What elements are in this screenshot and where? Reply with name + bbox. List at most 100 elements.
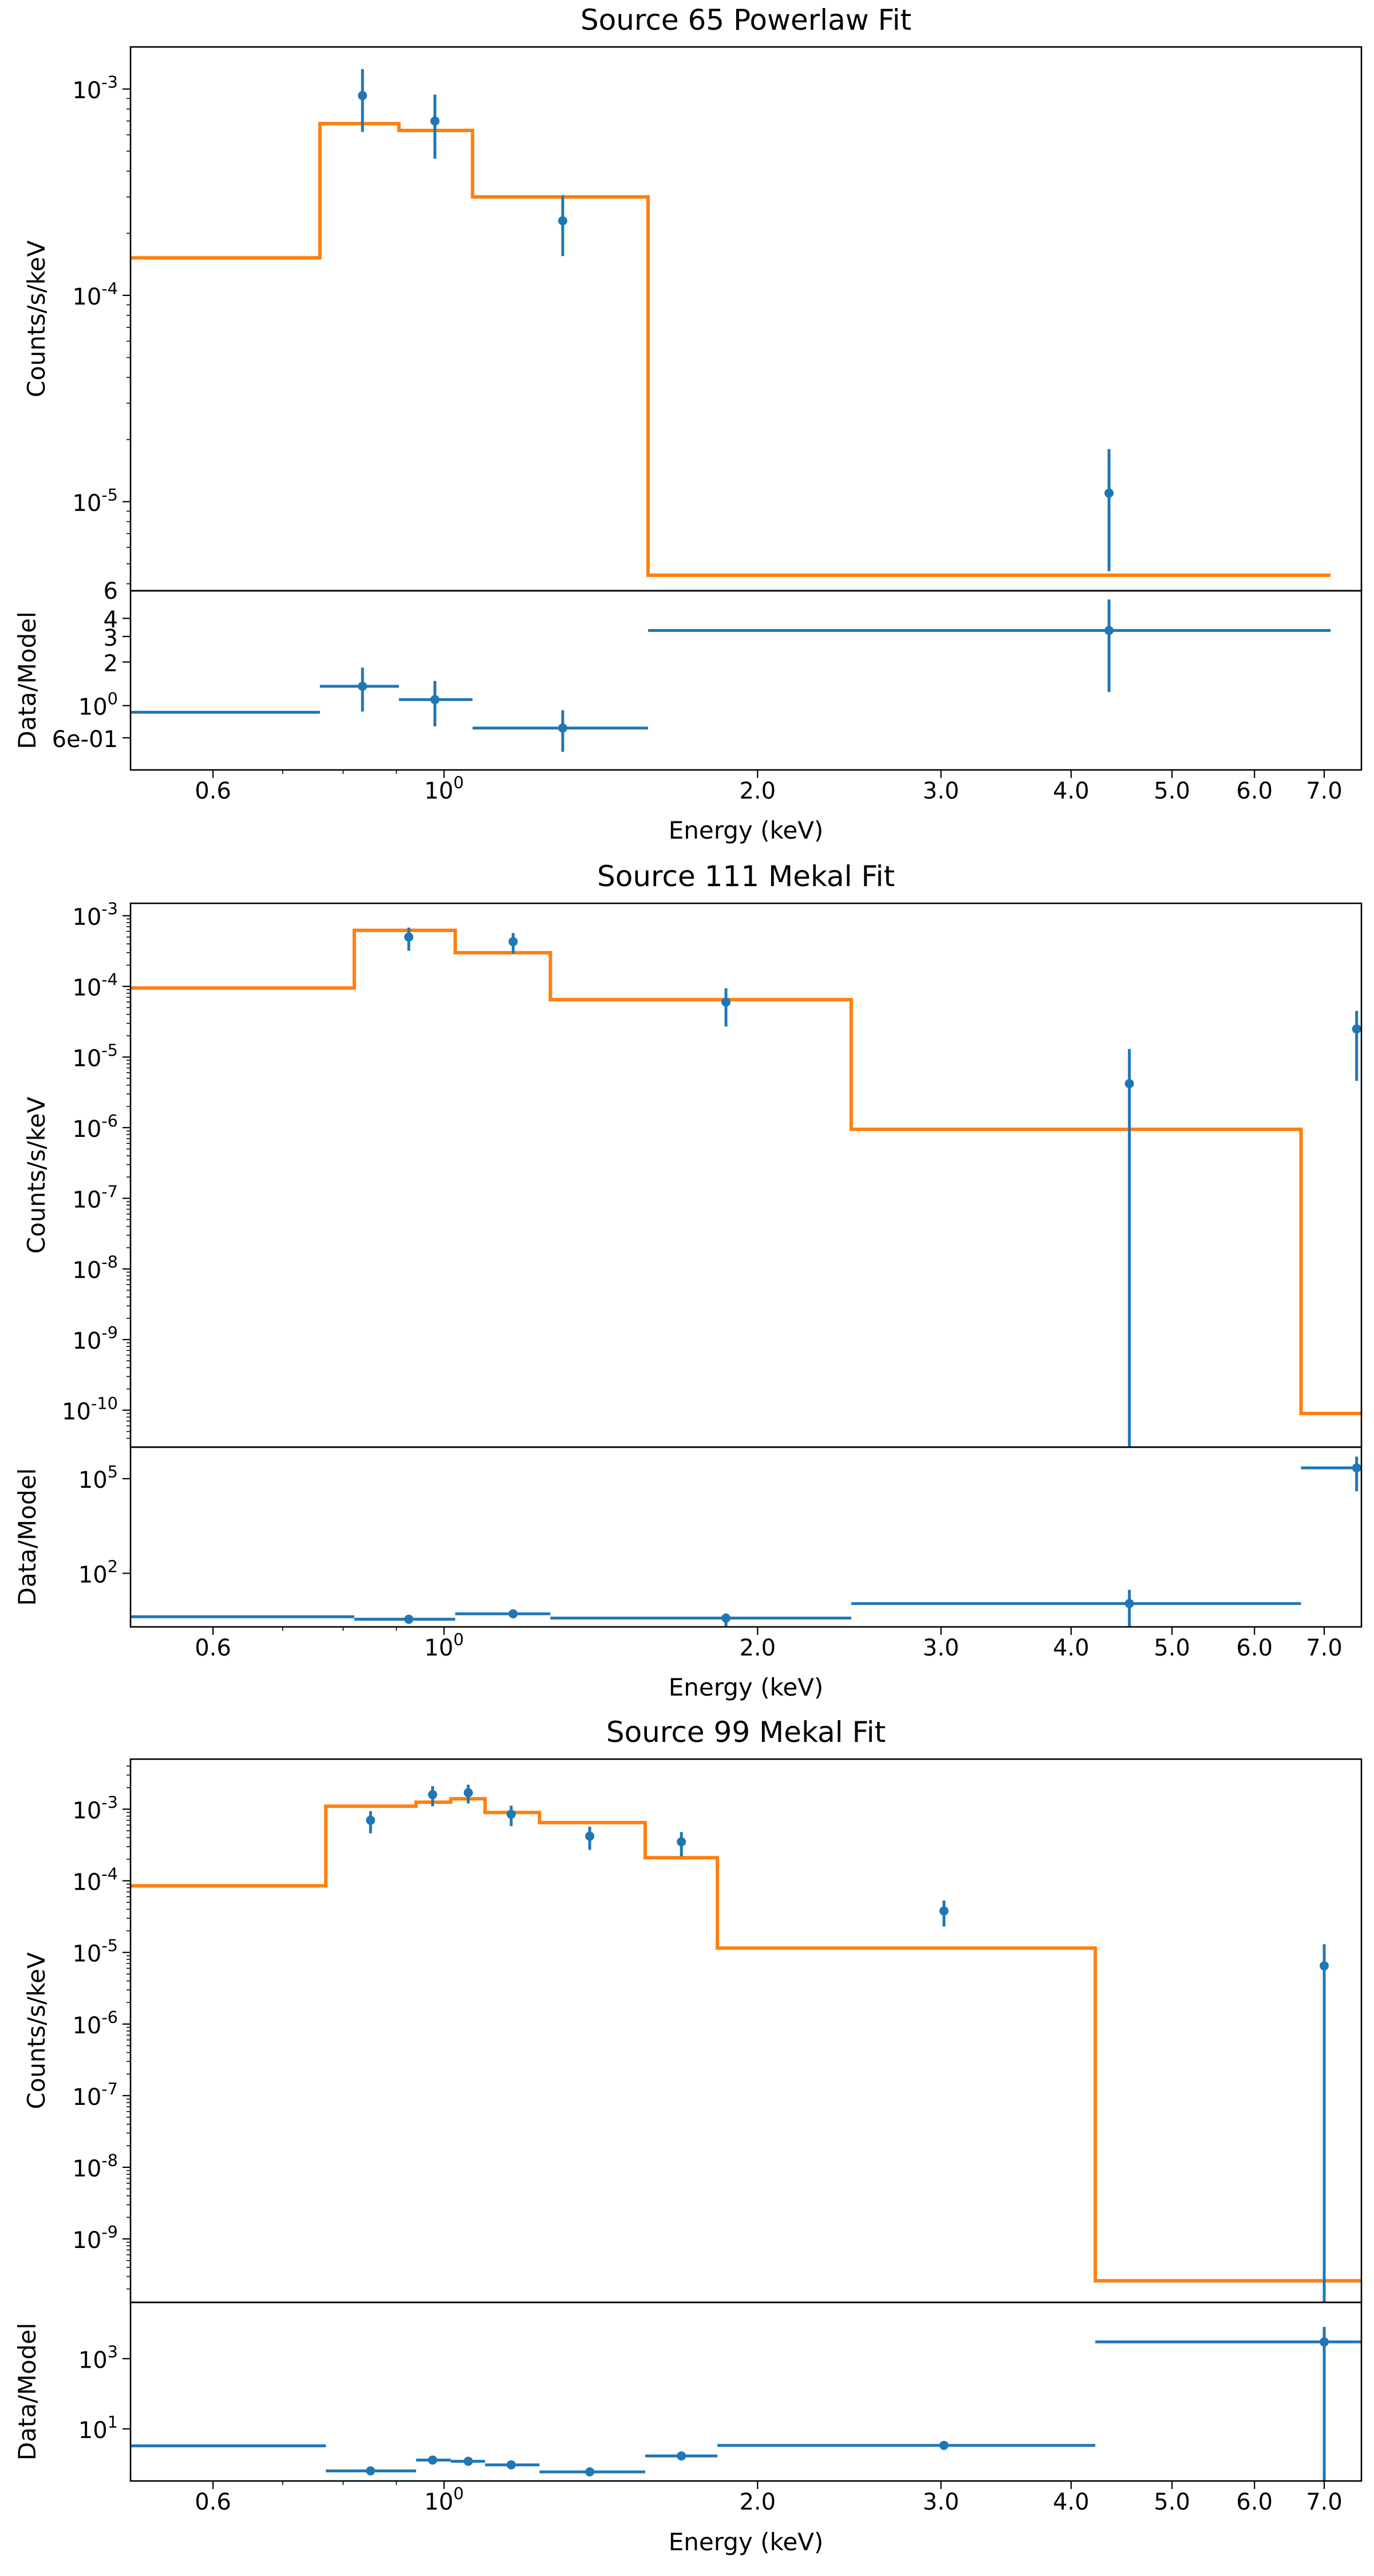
main-axes-frame (129, 902, 1363, 1448)
x-tick-label: 4.0 (1053, 2489, 1089, 2515)
x-tick-label: 3.0 (923, 778, 960, 804)
y-tick-label: 6 (104, 578, 118, 605)
y-tick-label: 10-6 (72, 2008, 118, 2039)
x-tick-label: 5.0 (1154, 2489, 1190, 2515)
ratio-point (1104, 626, 1114, 635)
ratio-point (585, 2467, 595, 2477)
y-tick-label: 10-4 (72, 279, 118, 310)
data-point (508, 937, 518, 946)
model-step-line (131, 929, 1361, 1416)
x-tick-label: 100 (424, 1630, 464, 1661)
ratio-point (430, 695, 440, 705)
y-tick-label: 10-3 (72, 1792, 118, 1824)
chart-title: Source 99 Mekal Fit (606, 1716, 886, 1749)
ratio-point (428, 2455, 437, 2465)
y-tick-label: 10-8 (72, 1253, 118, 1284)
y-tick-label: 10-8 (72, 2151, 118, 2182)
data-point (677, 1837, 686, 1847)
x-tick-label: 3.0 (923, 2489, 960, 2515)
main-axes-frame (129, 1758, 1363, 2304)
x-tick-label: 4.0 (1053, 1635, 1089, 1661)
ratio-point (506, 2460, 516, 2470)
y-tick-label: 10-3 (72, 73, 118, 104)
ratio-axis-label: Data/Model (13, 611, 41, 749)
data-point (1124, 1079, 1134, 1089)
main-plot-area (131, 69, 1331, 577)
data-point (463, 1788, 473, 1797)
data-point (428, 1789, 437, 1799)
model-step-line (131, 121, 1331, 577)
ratio-axes-frame (129, 1446, 1363, 1628)
data-point (721, 997, 731, 1007)
ratio-axis-label: Data/Model (13, 1468, 41, 1606)
ratio-y-tick-label: 6e-01 (52, 726, 118, 753)
x-tick-label: 7.0 (1306, 2489, 1343, 2515)
ratio-point (404, 1614, 414, 1624)
main-plot-area (131, 927, 1361, 1447)
x-tick-label: 3.0 (923, 1635, 960, 1661)
chart-1: Source 65 Powerlaw Fit 10-3 10-4 10-5 6 6e-01… (13, 3, 1363, 844)
data-point (430, 116, 440, 126)
ratio-plot-area (131, 599, 1331, 752)
chart-title: Source 65 Powerlaw Fit (581, 3, 911, 37)
y-tick-label: 10-10 (62, 1393, 118, 1425)
y-tick-label: 10-4 (72, 970, 118, 1001)
y-axis-label: Counts/s/keV (22, 1097, 50, 1254)
ratio-y-tick-label: 4 (104, 607, 118, 633)
ratio-y-tick-label: 100 (78, 689, 118, 721)
chart-2: Source 111 Mekal Fit 10-3 10-4 10-5 10-6 10-7… (13, 860, 1363, 1701)
ratio-y-tick-label: 101 (78, 2412, 118, 2444)
y-tick-label: 10-6 (72, 1111, 118, 1143)
x-tick-label: 2.0 (739, 778, 776, 804)
y-axis-label: Counts/s/keV (22, 240, 50, 397)
model-step-line (131, 1797, 1361, 2283)
y-tick-label: 10-3 (72, 899, 118, 931)
x-tick-label: 100 (424, 773, 464, 804)
ratio-y-tick-label: 103 (78, 2342, 118, 2373)
x-tick-label: 6.0 (1236, 778, 1273, 804)
x-tick-label: 5.0 (1154, 1635, 1190, 1661)
x-tick-label: 0.6 (195, 778, 231, 804)
ratio-plot-area (131, 1456, 1361, 1627)
x-tick-label: 2.0 (739, 2489, 776, 2515)
y-tick-label: 10-5 (72, 485, 118, 516)
x-tick-label: 6.0 (1236, 1635, 1273, 1661)
chart-title: Source 111 Mekal Fit (597, 860, 895, 893)
data-point (506, 1809, 516, 1819)
x-axis-label: Energy (keV) (669, 816, 824, 844)
x-axis-label: Energy (keV) (669, 2528, 824, 2556)
data-point (366, 1815, 376, 1825)
data-point (358, 90, 368, 100)
y-tick-label: 10-7 (72, 1182, 118, 1213)
ratio-point (366, 2466, 376, 2476)
ratio-y-tick-label: 105 (78, 1462, 118, 1494)
ratio-axes-frame (129, 2301, 1363, 2482)
main-axes-frame (129, 46, 1363, 592)
y-tick-label: 10-7 (72, 2079, 118, 2111)
ratio-point (1124, 1599, 1134, 1609)
x-tick-label: 100 (424, 2484, 464, 2515)
ratio-point (1320, 2337, 1329, 2347)
main-plot-area (131, 1784, 1361, 2302)
ratio-point (721, 1613, 731, 1623)
ratio-y-tick-label: 102 (78, 1556, 118, 1588)
x-tick-label: 0.6 (195, 2489, 231, 2515)
x-tick-label: 7.0 (1306, 778, 1343, 804)
ratio-y-tick-label: 2 (104, 650, 118, 677)
y-tick-label: 10-5 (72, 1936, 118, 1967)
ratio-axes-frame (129, 590, 1363, 771)
data-point (1352, 1024, 1361, 1034)
x-tick-label: 4.0 (1053, 778, 1089, 804)
ratio-point (463, 2456, 473, 2466)
data-point (585, 1831, 595, 1841)
ratio-point (677, 2451, 686, 2461)
x-axis-label: Energy (keV) (669, 1673, 824, 1701)
y-tick-label: 10-4 (72, 1864, 118, 1896)
x-tick-label: 6.0 (1236, 2489, 1273, 2515)
ratio-y-tick-label: 3 (104, 625, 118, 651)
chart-3: Source 99 Mekal Fit 10-3 10-4 10-5 10-6 10-7 1… (13, 1716, 1363, 2556)
x-tick-label: 7.0 (1306, 1635, 1343, 1661)
ratio-point (1352, 1463, 1361, 1473)
ratio-point (508, 1609, 518, 1619)
data-point (558, 216, 567, 226)
